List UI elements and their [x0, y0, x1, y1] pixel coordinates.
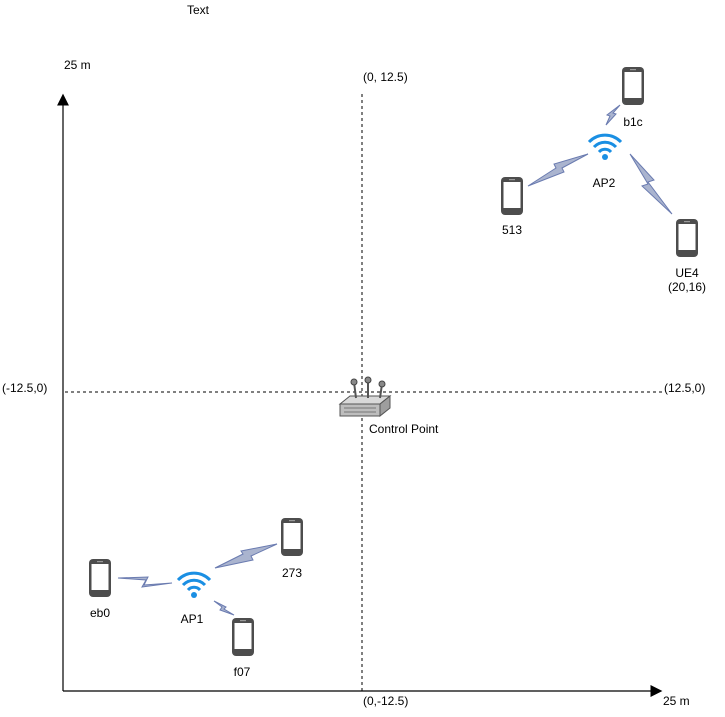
- y-axis-label: 25 m: [64, 58, 91, 72]
- top-center-coord: (0, 12.5): [363, 70, 408, 84]
- phone-b1c-icon[interactable]: [621, 66, 645, 106]
- ap2-wifi-icon[interactable]: [585, 128, 625, 168]
- control-point-label: Control Point: [369, 422, 439, 436]
- phone-513-icon[interactable]: [500, 176, 524, 216]
- ap1-label: AP1: [180, 612, 204, 626]
- device-273-label: 273: [281, 566, 303, 580]
- left-mid-coord: (-12.5,0): [2, 381, 48, 395]
- phone-ue4-icon[interactable]: [675, 218, 699, 258]
- header-text: Text: [186, 3, 210, 17]
- phone-f07-icon[interactable]: [231, 617, 255, 657]
- link-bolt-icon: [214, 543, 278, 569]
- link-bolt-icon: [605, 104, 621, 126]
- bottom-center-coord: (0,-12.5): [363, 694, 409, 708]
- router-icon[interactable]: [336, 376, 392, 418]
- right-mid-coord: (12.5,0): [664, 381, 706, 395]
- link-bolt-icon: [629, 153, 673, 215]
- link-bolt-icon: [213, 600, 235, 616]
- device-f07-label: f07: [233, 665, 251, 679]
- device-b1c-label: b1c: [623, 115, 643, 129]
- device-eb0-label: eb0: [89, 606, 111, 620]
- phone-eb0-icon[interactable]: [88, 558, 112, 598]
- phone-273-icon[interactable]: [280, 517, 304, 557]
- ap1-wifi-icon[interactable]: [174, 566, 214, 606]
- link-bolt-icon: [117, 576, 173, 588]
- x-axis-label: 25 m: [663, 694, 690, 708]
- device-513-label: 513: [501, 223, 523, 237]
- device-ue4-label: UE4: [675, 266, 699, 280]
- device-ue4-coords: (20,16): [667, 280, 707, 294]
- link-bolt-icon: [527, 153, 589, 187]
- ap2-label: AP2: [592, 176, 616, 190]
